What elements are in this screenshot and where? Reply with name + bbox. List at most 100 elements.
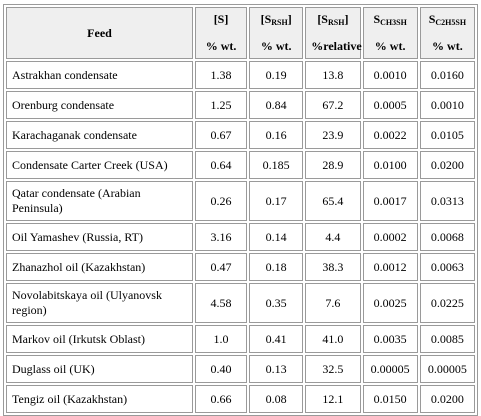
value-cell: 0.00005 — [419, 355, 475, 383]
value-cell: 0.185 — [249, 151, 304, 179]
header-text: S — [373, 12, 381, 26]
header-cell: SC2H5SH % wt. — [419, 7, 475, 59]
value-cell: 0.0100 — [362, 151, 418, 179]
feed-cell: Karachaganak condensate — [6, 121, 193, 149]
value-cell: 0.14 — [249, 223, 304, 251]
value-cell: 0.26 — [195, 181, 248, 221]
header-unit: % wt. — [205, 39, 237, 53]
header-text: ] — [287, 12, 292, 26]
value-cell: 0.84 — [249, 91, 304, 119]
header-text: [S — [317, 12, 328, 26]
value-cell: 4.4 — [305, 223, 361, 251]
header-unit: % wt. — [260, 39, 292, 53]
value-cell: 0.0085 — [419, 325, 475, 353]
value-cell: 23.9 — [305, 121, 361, 149]
table-row: Novolabitskaya oil (Ulyanovsk region) 4.5… — [6, 283, 475, 323]
value-cell: 0.64 — [195, 151, 248, 179]
table-row: Zhanazhol oil (Kazakhstan) 0.47 0.18 38.3 0.… — [6, 253, 475, 281]
header-text: [S — [260, 12, 272, 26]
feed-cell: Oil Yamashev (Russia, RT) — [6, 223, 193, 251]
value-cell: 1.0 — [195, 325, 248, 353]
value-cell: 38.3 — [305, 253, 361, 281]
value-cell: 0.0017 — [362, 181, 418, 221]
value-cell: 0.0005 — [362, 91, 418, 119]
header-unit: % wt. — [374, 39, 406, 53]
header-subscript: CH3SH — [380, 18, 407, 27]
table-row: Tengiz oil (Kazakhstan) 0.66 0.08 12.1 0.015… — [6, 385, 475, 413]
value-cell: 0.66 — [195, 385, 248, 413]
feed-cell: Tengiz oil (Kazakhstan) — [6, 385, 193, 413]
table-row: Markov oil (Irkutsk Oblast) 1.0 0.41 41.0 0.… — [6, 325, 475, 353]
value-cell: 0.0313 — [419, 181, 475, 221]
feed-cell: Zhanazhol oil (Kazakhstan) — [6, 253, 193, 281]
header-unit: %relative — [311, 39, 362, 53]
feed-cell: Duglass oil (UK) — [6, 355, 193, 383]
feed-cell: Novolabitskaya oil (Ulyanovsk region) — [6, 283, 193, 323]
value-cell: 0.16 — [249, 121, 304, 149]
value-cell: 0.0200 — [419, 385, 475, 413]
header-text: ] — [344, 12, 349, 26]
feed-cell: Condensate Carter Creek (USA) — [6, 151, 193, 179]
header-subscript: RSH — [271, 18, 288, 27]
value-cell: 0.13 — [249, 355, 304, 383]
value-cell: 0.0150 — [362, 385, 418, 413]
header-label: SC2H5SH — [426, 12, 469, 27]
header-label: Feed — [12, 26, 187, 41]
table-row: Astrakhan condensate 1.38 0.19 13.8 0.0010 0.… — [6, 61, 475, 89]
header-label: [S] — [201, 12, 241, 27]
header-label: SCH3SH — [369, 12, 412, 27]
header-text: Feed — [87, 25, 112, 40]
header-subscript: C2H5SH — [435, 18, 467, 27]
header-text: [S] — [213, 12, 229, 26]
value-cell: 0.0025 — [362, 283, 418, 323]
header-text: S — [428, 12, 436, 26]
header-cell: [SRSH] % wt. — [249, 7, 304, 59]
header-row: Feed [S]% wt. [SRSH]% wt. [SRSH] %relative SC… — [6, 7, 475, 59]
value-cell: 1.38 — [195, 61, 248, 89]
value-cell: 0.41 — [249, 325, 304, 353]
value-cell: 0.0022 — [362, 121, 418, 149]
value-cell: 0.0225 — [419, 283, 475, 323]
table-row: Qatar condensate (Arabian Peninsula) 0.26… — [6, 181, 475, 221]
value-cell: 1.25 — [195, 91, 248, 119]
value-cell: 0.0035 — [362, 325, 418, 353]
header-label: [SRSH] — [311, 12, 354, 27]
header-cell: Feed — [6, 7, 193, 59]
value-cell: 28.9 — [305, 151, 361, 179]
value-cell: 32.5 — [305, 355, 361, 383]
value-cell: 0.0160 — [419, 61, 475, 89]
table-row: Oil Yamashev (Russia, RT) 3.16 0.14 4.4 0.00… — [6, 223, 475, 251]
header-cell: SCH3SH % wt. — [362, 7, 418, 59]
value-cell: 65.4 — [305, 181, 361, 221]
value-cell: 0.0068 — [419, 223, 475, 251]
value-cell: 13.8 — [305, 61, 361, 89]
value-cell: 0.0002 — [362, 223, 418, 251]
value-cell: 12.1 — [305, 385, 361, 413]
value-cell: 0.18 — [249, 253, 304, 281]
value-cell: 0.0200 — [419, 151, 475, 179]
table-row: Duglass oil (UK) 0.40 0.13 32.5 0.00005 0.000… — [6, 355, 475, 383]
feed-cell: Qatar condensate (Arabian Peninsula) — [6, 181, 193, 221]
value-cell: 0.35 — [249, 283, 304, 323]
header-subscript: RSH — [327, 18, 345, 27]
value-cell: 0.47 — [195, 253, 248, 281]
feed-cell: Markov oil (Irkutsk Oblast) — [6, 325, 193, 353]
value-cell: 0.08 — [249, 385, 304, 413]
header-label: [SRSH] — [255, 12, 297, 27]
value-cell: 0.0012 — [362, 253, 418, 281]
value-cell: 0.17 — [249, 181, 304, 221]
value-cell: 67.2 — [305, 91, 361, 119]
data-table: Feed [S]% wt. [SRSH]% wt. [SRSH] %relative SC… — [3, 4, 478, 416]
value-cell: 0.0105 — [419, 121, 475, 149]
table-row: Karachaganak condensate 0.67 0.16 23.9 0.002… — [6, 121, 475, 149]
value-cell: 0.40 — [195, 355, 248, 383]
value-cell: 7.6 — [305, 283, 361, 323]
table-body: Astrakhan condensate 1.38 0.19 13.8 0.0010 0.… — [6, 61, 475, 413]
value-cell: 4.58 — [195, 283, 248, 323]
feed-cell: Astrakhan condensate — [6, 61, 193, 89]
value-cell: 0.0010 — [362, 61, 418, 89]
value-cell: 0.0063 — [419, 253, 475, 281]
value-cell: 0.67 — [195, 121, 248, 149]
table-row: Condensate Carter Creek (USA) 0.64 0.185 28… — [6, 151, 475, 179]
